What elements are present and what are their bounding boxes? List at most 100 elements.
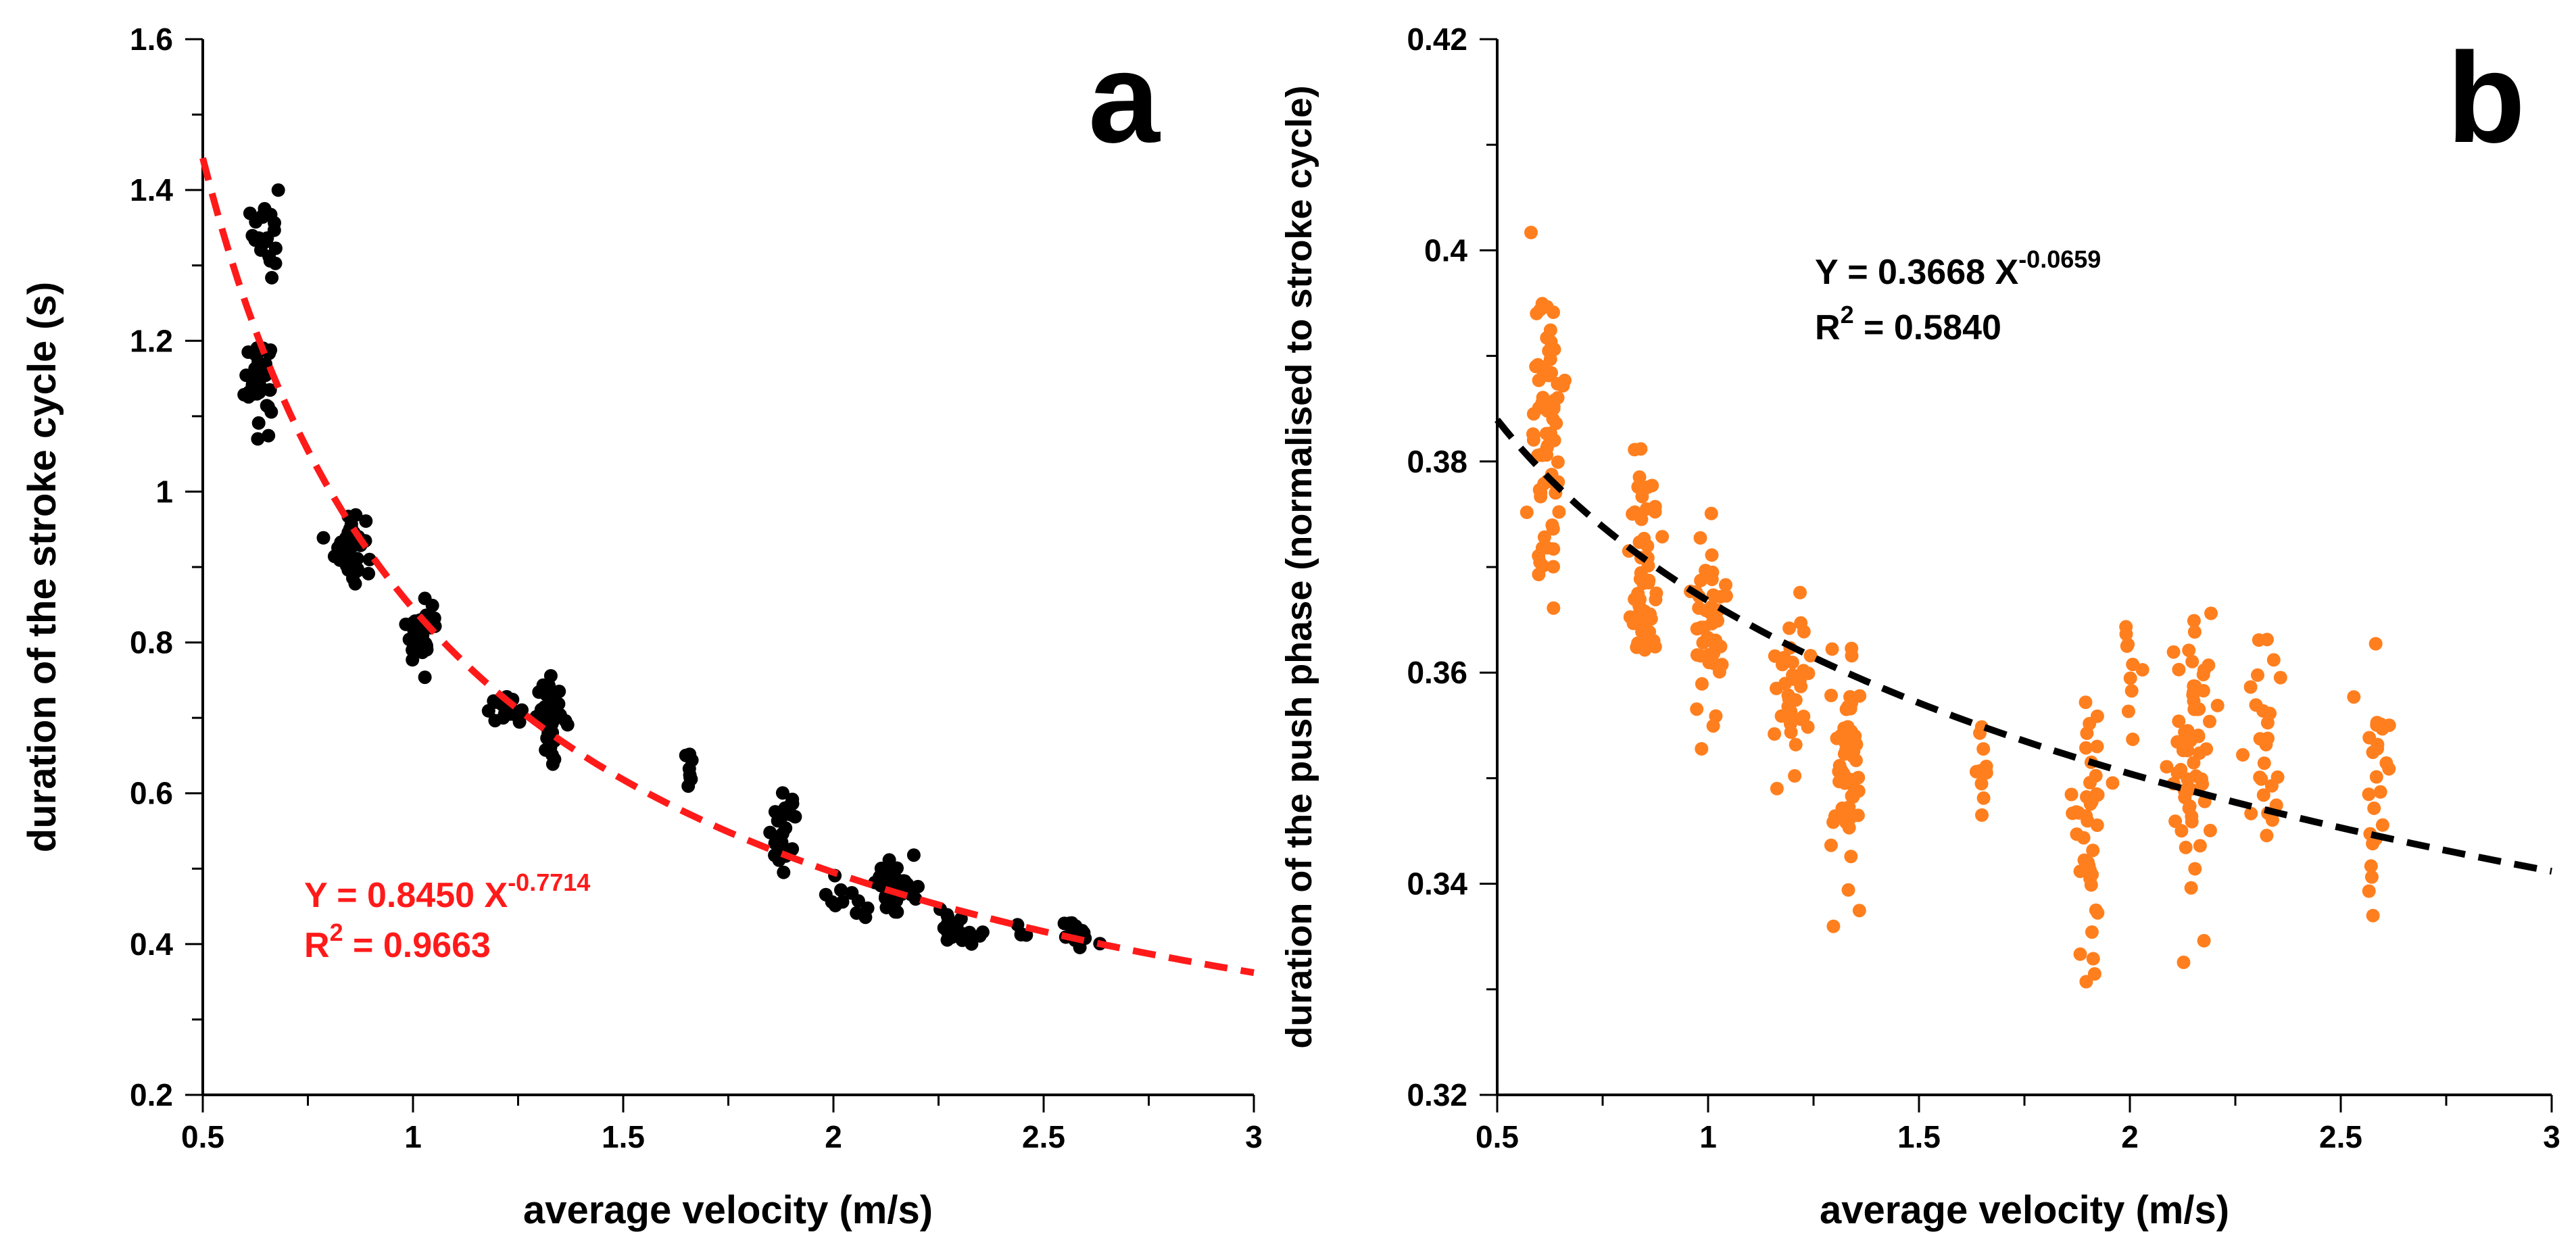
- x-tick-label: 1: [404, 1119, 422, 1154]
- data-point: [888, 905, 902, 919]
- data-point: [2181, 772, 2195, 786]
- data-point: [258, 206, 272, 220]
- data-point: [2174, 824, 2189, 838]
- x-tick-label: 1: [1699, 1119, 1717, 1154]
- data-point: [260, 235, 273, 249]
- panel-b-x-axis-label: average velocity (m/s): [1820, 1188, 2229, 1232]
- data-point: [2347, 690, 2361, 704]
- data-point: [1768, 727, 1782, 741]
- data-point: [1695, 677, 1709, 691]
- data-point: [1655, 530, 1670, 544]
- panel-b-letter: b: [2447, 26, 2525, 170]
- data-point: [1690, 702, 1704, 716]
- data-point: [1797, 664, 1811, 678]
- x-tick-label: 3: [1245, 1119, 1263, 1154]
- data-point: [779, 821, 793, 835]
- data-point: [1706, 588, 1720, 602]
- data-point: [2373, 785, 2387, 799]
- data-point: [265, 270, 279, 285]
- x-tick-label: 0.5: [1476, 1119, 1519, 1154]
- data-point: [1719, 589, 1733, 603]
- data-point: [2181, 724, 2195, 738]
- data-point: [262, 428, 276, 443]
- data-point: [2256, 788, 2270, 802]
- data-point: [1545, 341, 1559, 355]
- data-point: [241, 345, 256, 359]
- data-point: [251, 374, 265, 388]
- data-point: [2202, 658, 2216, 672]
- data-point: [908, 892, 923, 906]
- data-point: [2170, 735, 2185, 749]
- panel-b-fit-equation: Y = 0.3668 X-0.0659: [1815, 245, 2101, 292]
- data-point: [1552, 505, 1566, 519]
- data-point: [1976, 791, 1991, 805]
- panel-a-r2-power: 2: [330, 918, 343, 946]
- panel-a-r2-prefix: R: [304, 926, 330, 965]
- data-point: [2191, 702, 2205, 716]
- data-point: [683, 747, 697, 762]
- data-point: [243, 206, 257, 220]
- data-point: [2203, 823, 2217, 837]
- y-tick-label: 1.6: [130, 22, 173, 57]
- x-tick-label: 3: [2543, 1119, 2560, 1154]
- panel-b-r2-prefix: R: [1815, 308, 1841, 347]
- data-point: [2364, 870, 2379, 884]
- data-point: [2182, 643, 2196, 658]
- data-point: [251, 416, 266, 430]
- data-point: [2172, 714, 2186, 729]
- data-point: [2364, 859, 2378, 873]
- data-point: [350, 551, 364, 566]
- data-point: [1842, 820, 1856, 835]
- data-point: [2260, 716, 2275, 730]
- panel-a-fit-equation: Y = 0.8450 X-0.7714: [304, 868, 590, 915]
- data-point: [2369, 770, 2383, 784]
- data-point: [2179, 840, 2193, 854]
- data-point: [2185, 810, 2199, 823]
- data-point: [1707, 637, 1722, 651]
- data-point: [2083, 797, 2097, 811]
- data-point: [331, 541, 345, 555]
- data-point: [775, 786, 789, 800]
- data-point: [2253, 732, 2267, 746]
- data-point: [1633, 572, 1647, 586]
- data-point: [2193, 839, 2207, 853]
- data-point: [2086, 952, 2100, 966]
- data-point: [1697, 620, 1711, 635]
- data-point: [1707, 656, 1721, 670]
- data-point: [1526, 433, 1540, 447]
- data-point: [2203, 714, 2216, 729]
- data-point: [2086, 843, 2100, 858]
- data-point: [2170, 766, 2185, 780]
- data-point: [2079, 741, 2093, 755]
- data-point: [956, 929, 971, 943]
- data-point: [1633, 592, 1647, 606]
- data-point: [1556, 378, 1570, 393]
- data-point: [418, 670, 432, 685]
- data-point: [1019, 928, 1034, 942]
- data-point: [2244, 806, 2258, 820]
- data-point: [973, 929, 987, 943]
- data-point: [683, 768, 697, 782]
- data-point: [2251, 668, 2264, 682]
- data-point: [548, 752, 562, 766]
- data-point: [1826, 815, 1841, 829]
- data-point: [1532, 549, 1546, 563]
- data-point: [2366, 908, 2380, 923]
- data-point: [2123, 671, 2137, 685]
- y-tick-label: 0.34: [1407, 866, 1467, 902]
- data-point: [268, 216, 281, 230]
- data-point: [1545, 366, 1558, 380]
- data-point: [1641, 539, 1655, 553]
- data-point: [1846, 790, 1860, 804]
- data-point: [1643, 607, 1657, 621]
- panel-a-r-squared: R2 = 0.9663: [304, 918, 491, 965]
- data-point: [1690, 648, 1704, 662]
- data-point: [420, 639, 433, 653]
- data-point: [2243, 680, 2258, 694]
- data-point: [763, 825, 777, 839]
- data-point: [1694, 573, 1708, 587]
- data-point: [2106, 776, 2120, 790]
- data-point: [1630, 613, 1645, 627]
- data-point: [1843, 702, 1857, 716]
- data-point: [1075, 924, 1089, 937]
